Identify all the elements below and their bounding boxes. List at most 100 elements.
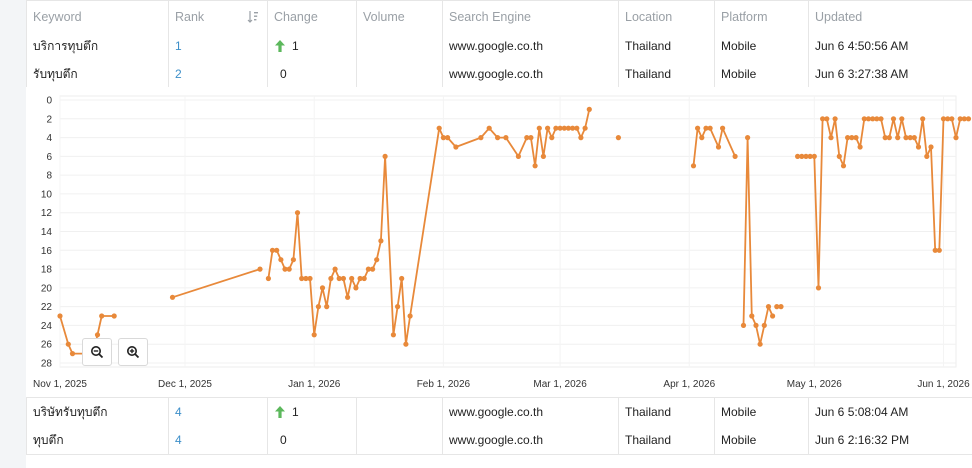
y-tick-label: 2: [46, 114, 52, 125]
search-engine-cell: www.google.co.th: [442, 32, 618, 60]
rank-link[interactable]: 2: [175, 67, 182, 81]
data-point: [169, 294, 176, 300]
header-location[interactable]: Location: [618, 1, 714, 33]
data-point: [753, 322, 759, 328]
updated-cell: Jun 6 4:50:56 AM: [808, 32, 972, 60]
data-point: [836, 153, 842, 159]
data-point: [549, 135, 555, 141]
change-value: 0: [280, 67, 287, 81]
rank-link[interactable]: 4: [175, 433, 182, 447]
table-header: Keyword Rank Change Volume Search Engine…: [26, 0, 972, 34]
data-point: [540, 153, 547, 159]
data-point: [390, 332, 396, 338]
header-platform[interactable]: Platform: [714, 1, 808, 33]
arrow-up-icon: [275, 40, 285, 52]
data-point: [832, 116, 838, 122]
data-point: [895, 135, 901, 141]
data-point: [720, 125, 726, 131]
y-tick-label: 0: [46, 96, 52, 107]
data-point: [561, 125, 567, 131]
data-point: [928, 144, 934, 150]
header-keyword[interactable]: Keyword: [26, 1, 168, 33]
data-point: [799, 153, 805, 159]
data-point: [553, 125, 559, 131]
header-updated[interactable]: Updated: [808, 1, 972, 33]
data-point: [749, 313, 755, 319]
data-point: [740, 322, 747, 328]
data-point: [570, 125, 576, 131]
header-search-engine[interactable]: Search Engine: [442, 1, 618, 33]
zoom-out-button[interactable]: [82, 338, 112, 366]
x-tick-label: Feb 1, 2026: [417, 379, 471, 390]
data-point: [345, 294, 351, 300]
data-point: [436, 125, 442, 131]
change-cell: 0: [267, 426, 356, 454]
keyword-cell: บริษัทรับทุบตึก: [26, 398, 168, 426]
data-point: [874, 116, 880, 122]
zoom-in-icon: [127, 346, 140, 359]
y-tick-label: 28: [41, 359, 53, 370]
data-point: [861, 116, 867, 122]
data-point: [882, 135, 888, 141]
data-point: [715, 144, 722, 150]
y-tick-label: 4: [46, 133, 52, 144]
header-rank-label: Rank: [175, 10, 205, 24]
updated-cell: Jun 6 3:27:38 AM: [808, 60, 972, 88]
data-point: [820, 116, 826, 122]
table-row[interactable]: บริการทุบตึก 1 1 www.google.co.th Thaila…: [26, 32, 972, 61]
data-point: [403, 341, 409, 347]
data-point: [536, 125, 542, 131]
data-point: [503, 135, 509, 141]
table-row[interactable]: รับทุบตึก 2 0 www.google.co.th Thailand …: [26, 60, 972, 89]
data-point: [936, 247, 942, 253]
data-point: [69, 351, 76, 357]
data-point: [699, 135, 705, 141]
volume-cell: [356, 32, 442, 60]
data-point: [478, 135, 484, 141]
rank-link[interactable]: 1: [175, 39, 182, 53]
data-point: [853, 135, 859, 141]
data-point: [615, 135, 622, 141]
data-point: [574, 125, 580, 131]
search-engine-cell: www.google.co.th: [442, 426, 618, 454]
data-point: [353, 285, 359, 291]
data-point: [761, 322, 767, 328]
rank-cell: 1: [168, 32, 267, 60]
data-point: [795, 153, 801, 159]
data-point: [395, 304, 401, 310]
sort-icon[interactable]: [247, 10, 259, 24]
rank-cell: 4: [168, 426, 267, 454]
rank-link[interactable]: 4: [175, 405, 182, 419]
data-point: [961, 116, 967, 122]
x-tick-label: Apr 1, 2026: [663, 379, 715, 390]
data-point: [870, 116, 876, 122]
platform-cell: Mobile: [714, 398, 808, 426]
y-tick-label: 12: [41, 208, 53, 219]
table-row[interactable]: บริษัทรับทุบตึก 4 1 www.google.co.th Tha…: [26, 398, 972, 427]
rank-cell: 4: [168, 398, 267, 426]
data-point: [399, 275, 405, 282]
left-gutter: [0, 0, 26, 468]
data-point: [811, 153, 817, 159]
data-point: [565, 125, 572, 131]
data-point: [545, 125, 551, 131]
data-point: [757, 341, 763, 347]
y-tick-label: 6: [46, 152, 52, 163]
header-change[interactable]: Change: [267, 1, 356, 33]
header-volume[interactable]: Volume: [356, 1, 442, 33]
header-rank[interactable]: Rank: [168, 1, 267, 33]
data-point: [336, 275, 342, 282]
data-point: [324, 304, 330, 310]
data-point: [269, 247, 276, 253]
zoom-in-button[interactable]: [118, 338, 148, 366]
data-point: [932, 247, 938, 253]
x-tick-label: Jan 1, 2026: [288, 379, 341, 390]
data-point: [732, 153, 738, 159]
data-point: [311, 332, 317, 338]
table-row[interactable]: ทุบตึก 4 0 www.google.co.th Thailand Mob…: [26, 426, 972, 455]
x-tick-label: May 1, 2026: [787, 379, 842, 390]
data-point: [365, 266, 371, 272]
y-tick-label: 10: [41, 189, 53, 200]
data-point: [886, 135, 892, 141]
